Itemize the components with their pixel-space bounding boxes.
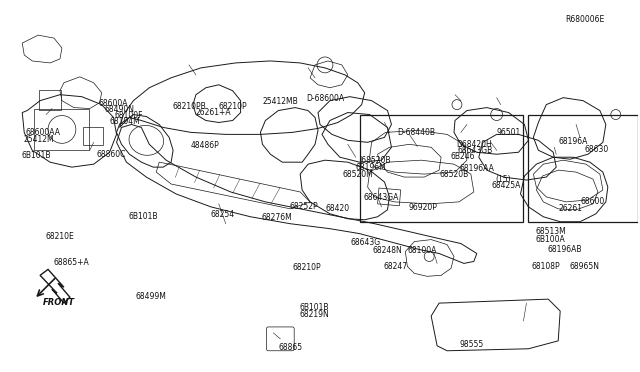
- Text: 68248N: 68248N: [372, 246, 402, 255]
- Text: 26261+A: 26261+A: [195, 108, 231, 118]
- Text: 26261: 26261: [559, 203, 583, 213]
- Text: 68600AA: 68600AA: [25, 128, 60, 137]
- Text: FRONT: FRONT: [42, 298, 74, 307]
- Text: 68643GA: 68643GA: [363, 193, 399, 202]
- Text: R680006E: R680006E: [565, 15, 605, 23]
- Text: 68108P: 68108P: [532, 262, 560, 271]
- Text: 68252P: 68252P: [289, 202, 318, 211]
- Bar: [360, 115, 524, 222]
- Text: D-68600A: D-68600A: [306, 94, 344, 103]
- Text: 96501: 96501: [497, 128, 521, 137]
- Text: 68100A: 68100A: [408, 246, 437, 255]
- Text: 98555: 98555: [460, 340, 484, 349]
- Text: 25412MB: 25412MB: [263, 97, 299, 106]
- Text: 6B101B: 6B101B: [128, 212, 157, 221]
- Text: 6B101B: 6B101B: [300, 302, 329, 312]
- Text: 68254: 68254: [211, 210, 235, 219]
- Text: D-68440B: D-68440B: [397, 128, 435, 137]
- Text: 68196A: 68196A: [559, 137, 588, 146]
- Text: J68520B: J68520B: [360, 156, 391, 166]
- Text: 68600A: 68600A: [99, 99, 129, 108]
- Text: 68210P: 68210P: [218, 102, 247, 111]
- Text: 68420: 68420: [325, 203, 349, 213]
- Text: 68860C: 68860C: [97, 150, 126, 159]
- Text: 68630: 68630: [584, 145, 609, 154]
- Text: 68965N: 68965N: [570, 262, 600, 271]
- Text: 68643GB: 68643GB: [457, 146, 492, 155]
- Text: 68210P: 68210P: [292, 263, 321, 272]
- Text: 68499M: 68499M: [136, 292, 166, 301]
- Text: 48486P: 48486P: [191, 141, 219, 150]
- Text: 68196AB: 68196AB: [547, 245, 582, 254]
- Text: 68104M: 68104M: [109, 117, 140, 126]
- Bar: [34, 109, 89, 150]
- Text: 68210PB: 68210PB: [173, 103, 206, 112]
- Bar: [529, 115, 637, 222]
- Text: 6B101B: 6B101B: [22, 151, 51, 160]
- Text: 68865: 68865: [278, 343, 303, 352]
- Text: 68100F: 68100F: [114, 111, 143, 121]
- Text: 96920P: 96920P: [409, 203, 438, 212]
- Text: 68520B: 68520B: [440, 170, 468, 179]
- Text: 68196AA: 68196AA: [460, 164, 495, 173]
- Text: 68276M: 68276M: [262, 213, 292, 222]
- Text: 68600: 68600: [580, 198, 605, 206]
- Text: 68247: 68247: [383, 262, 408, 271]
- Bar: [378, 188, 401, 206]
- Text: 68643G: 68643G: [351, 238, 381, 247]
- Text: 68513M: 68513M: [536, 227, 567, 236]
- Text: 68520M: 68520M: [343, 170, 374, 179]
- Text: 68210E: 68210E: [45, 232, 74, 241]
- Text: 25412M: 25412M: [24, 135, 54, 144]
- Text: 6B246: 6B246: [451, 152, 476, 161]
- Text: 68219N: 68219N: [300, 310, 330, 319]
- Text: 68196M: 68196M: [356, 163, 387, 172]
- Text: 68865+A: 68865+A: [53, 257, 89, 267]
- Text: 6B100A: 6B100A: [536, 235, 566, 244]
- Text: 68425A: 68425A: [492, 182, 521, 190]
- Text: (15): (15): [495, 175, 511, 184]
- Text: D68420H: D68420H: [456, 140, 492, 149]
- Text: 68490N: 68490N: [104, 105, 134, 115]
